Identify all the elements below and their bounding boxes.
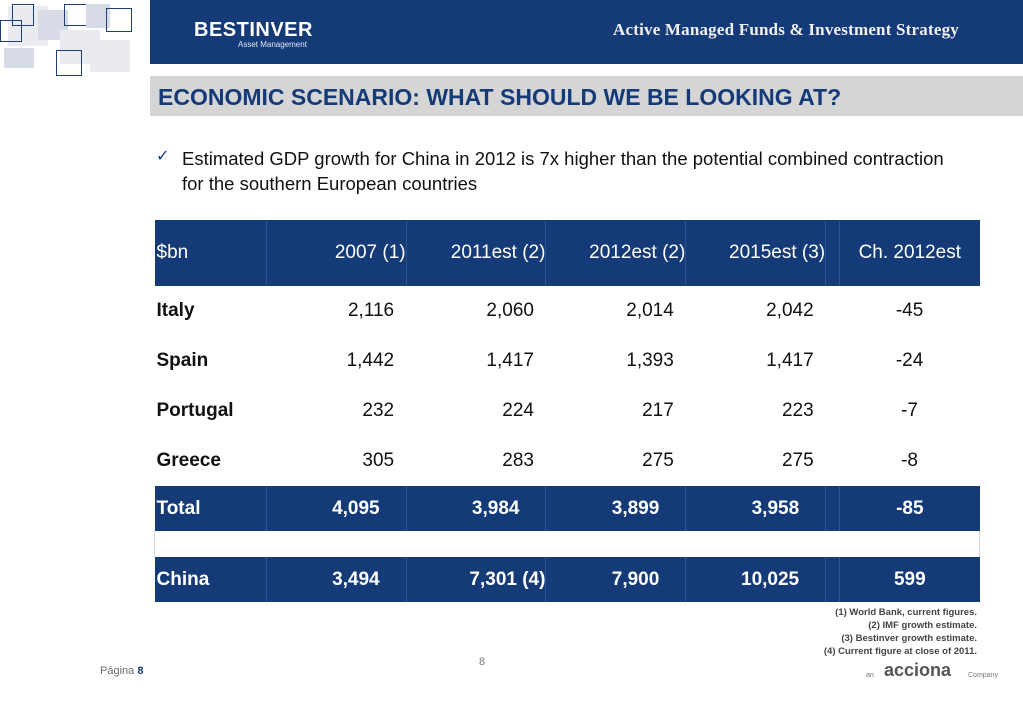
value-cell: 275	[781, 450, 814, 471]
value-cell: 2,060	[486, 300, 534, 321]
value-cell: 223	[781, 400, 814, 421]
value-cell: 2,014	[626, 300, 674, 321]
pagina-label: Página	[100, 665, 135, 677]
footnote: (3) Bestinver growth estimate.	[841, 633, 977, 644]
value-cell: 224	[502, 400, 534, 421]
change-cell: -45	[895, 300, 924, 321]
china-cell: 7,900	[545, 557, 687, 602]
china-cell: 7,301 (4)	[406, 557, 547, 602]
column-gap	[826, 436, 840, 486]
table-header-row: $bn 2007 (1) 2011est (2) 2012est (2) 201…	[154, 220, 980, 286]
country-cell: Greece	[156, 450, 221, 471]
column-header: $bn	[154, 220, 267, 286]
table-row: Italy 2,116 2,060 2,014 2,042 -45	[155, 286, 980, 336]
total-row: Total 4,095 3,984 3,899 3,958 -85	[154, 486, 980, 531]
column-gap	[825, 557, 841, 602]
value-cell: 2,116	[347, 300, 395, 321]
value-cell: 2,042	[766, 300, 814, 321]
country-cell: Portugal	[156, 400, 234, 421]
footnote: (2) IMF growth estimate.	[868, 620, 977, 631]
acciona-wordmark: acciona	[884, 660, 952, 680]
slide-number: 8	[479, 656, 486, 668]
table-row: Greece 305 283 275 275 -8	[155, 436, 980, 486]
china-cell: 10,025	[685, 557, 827, 602]
column-header: 2012est (2)	[545, 220, 687, 286]
total-cell: 4,095	[266, 486, 407, 531]
value-cell: 305	[362, 450, 395, 471]
column-header: Ch. 2012est	[839, 220, 980, 286]
country-cell: Spain	[156, 350, 209, 371]
acciona-an-text: an	[866, 672, 874, 679]
logo-main-text: BESTINVER	[194, 19, 313, 41]
value-cell: 1,393	[626, 350, 674, 371]
spacer-cell	[154, 531, 980, 557]
footnotes: (1) World Bank, current figures. (2) IMF…	[824, 606, 977, 658]
pagina-number: 8	[137, 665, 144, 677]
change-cell: -7	[901, 400, 918, 421]
china-cell: 3,494	[266, 557, 407, 602]
decorative-squares	[0, 0, 150, 80]
footnote: (4) Current figure at close of 2011.	[823, 646, 977, 657]
bullet-text: Estimated GDP growth for China in 2012 i…	[182, 148, 944, 194]
column-gap	[826, 386, 840, 436]
value-cell: 1,442	[346, 350, 395, 371]
gdp-table: $bn 2007 (1) 2011est (2) 2012est (2) 201…	[154, 220, 980, 602]
pagina-footer: Página 8	[100, 665, 143, 677]
header-title: Active Managed Funds & Investment Strate…	[612, 20, 959, 39]
total-change-cell: -85	[839, 486, 980, 531]
footnote: (1) World Bank, current figures.	[835, 607, 977, 618]
change-cell: -24	[895, 350, 924, 371]
slide-title-band: ECONOMIC SCENARIO: WHAT SHOULD WE BE LOO…	[150, 76, 1023, 116]
column-gap	[825, 486, 841, 531]
slide-heading: ECONOMIC SCENARIO: WHAT SHOULD WE BE LOO…	[158, 84, 842, 110]
total-cell: 3,958	[685, 486, 827, 531]
table-row: Portugal 232 224 217 223 -7	[155, 386, 980, 436]
value-cell: 1,417	[486, 350, 534, 371]
china-label: China	[154, 557, 267, 602]
column-gap	[826, 286, 840, 336]
china-change-cell: 599	[839, 557, 980, 602]
column-header: 2007 (1)	[266, 220, 407, 286]
value-cell: 217	[642, 400, 674, 421]
table-row: Spain 1,442 1,417 1,393 1,417 -24	[155, 336, 980, 386]
acciona-company-text: Company	[968, 672, 998, 679]
column-header: 2011est (2)	[406, 220, 547, 286]
country-cell: Italy	[156, 300, 195, 321]
column-gap	[825, 220, 841, 286]
column-gap	[826, 336, 840, 386]
total-label: Total	[154, 486, 267, 531]
spacer-row	[154, 531, 980, 557]
column-header: 2015est (3)	[685, 220, 827, 286]
checkmark-icon: ✓	[156, 146, 170, 165]
bestinver-logo: BESTINVER Asset Management	[194, 20, 313, 49]
change-cell: -8	[901, 450, 918, 471]
header-bar: BESTINVER Asset Management Active Manage…	[150, 0, 1023, 64]
value-cell: 283	[502, 450, 534, 471]
value-cell: 1,417	[766, 350, 814, 371]
total-cell: 3,899	[545, 486, 687, 531]
value-cell: 232	[362, 400, 395, 421]
value-cell: 275	[642, 450, 674, 471]
logo-sub-text: Asset Management	[238, 40, 307, 49]
total-cell: 3,984	[406, 486, 547, 531]
china-row: China 3,494 7,301 (4) 7,900 10,025 599	[154, 557, 980, 602]
